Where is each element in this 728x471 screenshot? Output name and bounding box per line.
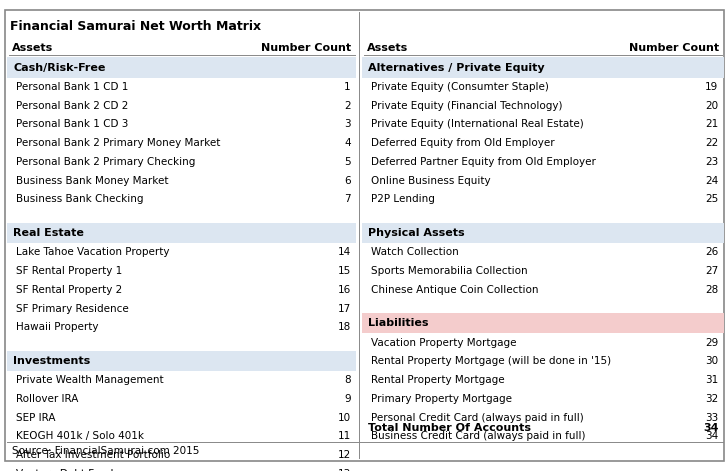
Text: KEOGH 401k / Solo 401k: KEOGH 401k / Solo 401k [16, 431, 144, 441]
Text: 11: 11 [338, 431, 351, 441]
Text: 4: 4 [344, 138, 351, 148]
Text: 8: 8 [344, 375, 351, 385]
Text: Sports Memorabilia Collection: Sports Memorabilia Collection [371, 266, 528, 276]
Text: 1: 1 [344, 82, 351, 92]
Text: Assets: Assets [12, 43, 53, 53]
Text: Rental Property Mortgage (will be done in '15): Rental Property Mortgage (will be done i… [371, 356, 612, 366]
Text: 24: 24 [705, 176, 719, 186]
Text: 9: 9 [344, 394, 351, 404]
Text: Alternatives / Private Equity: Alternatives / Private Equity [368, 63, 545, 73]
Text: SF Rental Property 1: SF Rental Property 1 [16, 266, 122, 276]
Text: Rollover IRA: Rollover IRA [16, 394, 79, 404]
Text: Personal Bank 1 CD 3: Personal Bank 1 CD 3 [16, 120, 128, 130]
Bar [7, 57, 356, 78]
Text: 5: 5 [344, 157, 351, 167]
Bar [362, 313, 724, 333]
Text: Private Equity (International Real Estate): Private Equity (International Real Estat… [371, 120, 584, 130]
Text: SF Primary Residence: SF Primary Residence [16, 303, 129, 314]
Text: Venture Debt Fund: Venture Debt Fund [16, 469, 114, 471]
Text: Business Bank Checking: Business Bank Checking [16, 195, 143, 204]
Text: Total Number Of Accounts: Total Number Of Accounts [368, 423, 531, 433]
Text: 13: 13 [338, 469, 351, 471]
Text: 28: 28 [705, 285, 719, 295]
Text: 30: 30 [705, 356, 719, 366]
Text: 10: 10 [338, 413, 351, 422]
Text: 26: 26 [705, 247, 719, 257]
Text: Rental Property Mortgage: Rental Property Mortgage [371, 375, 505, 385]
Text: Personal Bank 2 CD 2: Personal Bank 2 CD 2 [16, 101, 128, 111]
Text: 20: 20 [705, 101, 719, 111]
Text: P2P Lending: P2P Lending [371, 195, 435, 204]
Text: Private Equity (Consumter Staple): Private Equity (Consumter Staple) [371, 82, 549, 92]
Text: 25: 25 [705, 195, 719, 204]
Text: Hawaii Property: Hawaii Property [16, 322, 98, 332]
Text: 6: 6 [344, 176, 351, 186]
Text: Business Bank Money Market: Business Bank Money Market [16, 176, 168, 186]
Text: Lake Tahoe Vacation Property: Lake Tahoe Vacation Property [16, 247, 170, 257]
Text: Cash/Risk-Free: Cash/Risk-Free [13, 63, 106, 73]
Text: Chinese Antique Coin Collection: Chinese Antique Coin Collection [371, 285, 539, 295]
Text: Private Equity (Financial Technology): Private Equity (Financial Technology) [371, 101, 563, 111]
Text: 12: 12 [338, 450, 351, 460]
Text: Liabilities: Liabilities [368, 318, 429, 328]
Text: Business Credit Card (always paid in full): Business Credit Card (always paid in ful… [371, 431, 586, 441]
Text: Investments: Investments [13, 356, 90, 365]
Text: 16: 16 [338, 285, 351, 295]
Text: Watch Collection: Watch Collection [371, 247, 459, 257]
Text: 7: 7 [344, 195, 351, 204]
Text: Number Count: Number Count [629, 43, 719, 53]
Text: 29: 29 [705, 338, 719, 348]
Text: Personal Credit Card (always paid in full): Personal Credit Card (always paid in ful… [371, 413, 584, 422]
Bar [362, 223, 724, 243]
Text: 34: 34 [705, 431, 719, 441]
Text: Financial Samurai Net Worth Matrix: Financial Samurai Net Worth Matrix [10, 20, 261, 33]
Text: Online Business Equity: Online Business Equity [371, 176, 491, 186]
Text: Personal Bank 1 CD 1: Personal Bank 1 CD 1 [16, 82, 128, 92]
Text: Personal Bank 2 Primary Money Market: Personal Bank 2 Primary Money Market [16, 138, 221, 148]
Text: After Tax Investment Portfolio: After Tax Investment Portfolio [16, 450, 170, 460]
Text: Source: FinancialSamurai.com 2015: Source: FinancialSamurai.com 2015 [12, 446, 199, 456]
Text: 14: 14 [338, 247, 351, 257]
Text: 17: 17 [338, 303, 351, 314]
Text: 33: 33 [705, 413, 719, 422]
Bar [362, 57, 724, 78]
Text: Primary Property Mortgage: Primary Property Mortgage [371, 394, 513, 404]
Text: Number Count: Number Count [261, 43, 352, 53]
Text: 27: 27 [705, 266, 719, 276]
Text: 21: 21 [705, 120, 719, 130]
Bar [7, 350, 356, 371]
Text: 2: 2 [344, 101, 351, 111]
Text: 23: 23 [705, 157, 719, 167]
Text: 18: 18 [338, 322, 351, 332]
Text: Assets: Assets [367, 43, 408, 53]
Text: Physical Assets: Physical Assets [368, 228, 465, 238]
Text: SEP IRA: SEP IRA [16, 413, 55, 422]
Text: Deferred Partner Equity from Old Employer: Deferred Partner Equity from Old Employe… [371, 157, 596, 167]
Text: 22: 22 [705, 138, 719, 148]
Text: 19: 19 [705, 82, 719, 92]
Text: SF Rental Property 2: SF Rental Property 2 [16, 285, 122, 295]
Text: 15: 15 [338, 266, 351, 276]
Text: Personal Bank 2 Primary Checking: Personal Bank 2 Primary Checking [16, 157, 195, 167]
Text: Deferred Equity from Old Employer: Deferred Equity from Old Employer [371, 138, 555, 148]
Text: Private Wealth Management: Private Wealth Management [16, 375, 164, 385]
Text: Vacation Property Mortgage: Vacation Property Mortgage [371, 338, 517, 348]
Text: 31: 31 [705, 375, 719, 385]
Text: 32: 32 [705, 394, 719, 404]
Bar [7, 223, 356, 243]
Text: 3: 3 [344, 120, 351, 130]
Text: Real Estate: Real Estate [13, 228, 84, 238]
Text: 34: 34 [703, 423, 719, 433]
